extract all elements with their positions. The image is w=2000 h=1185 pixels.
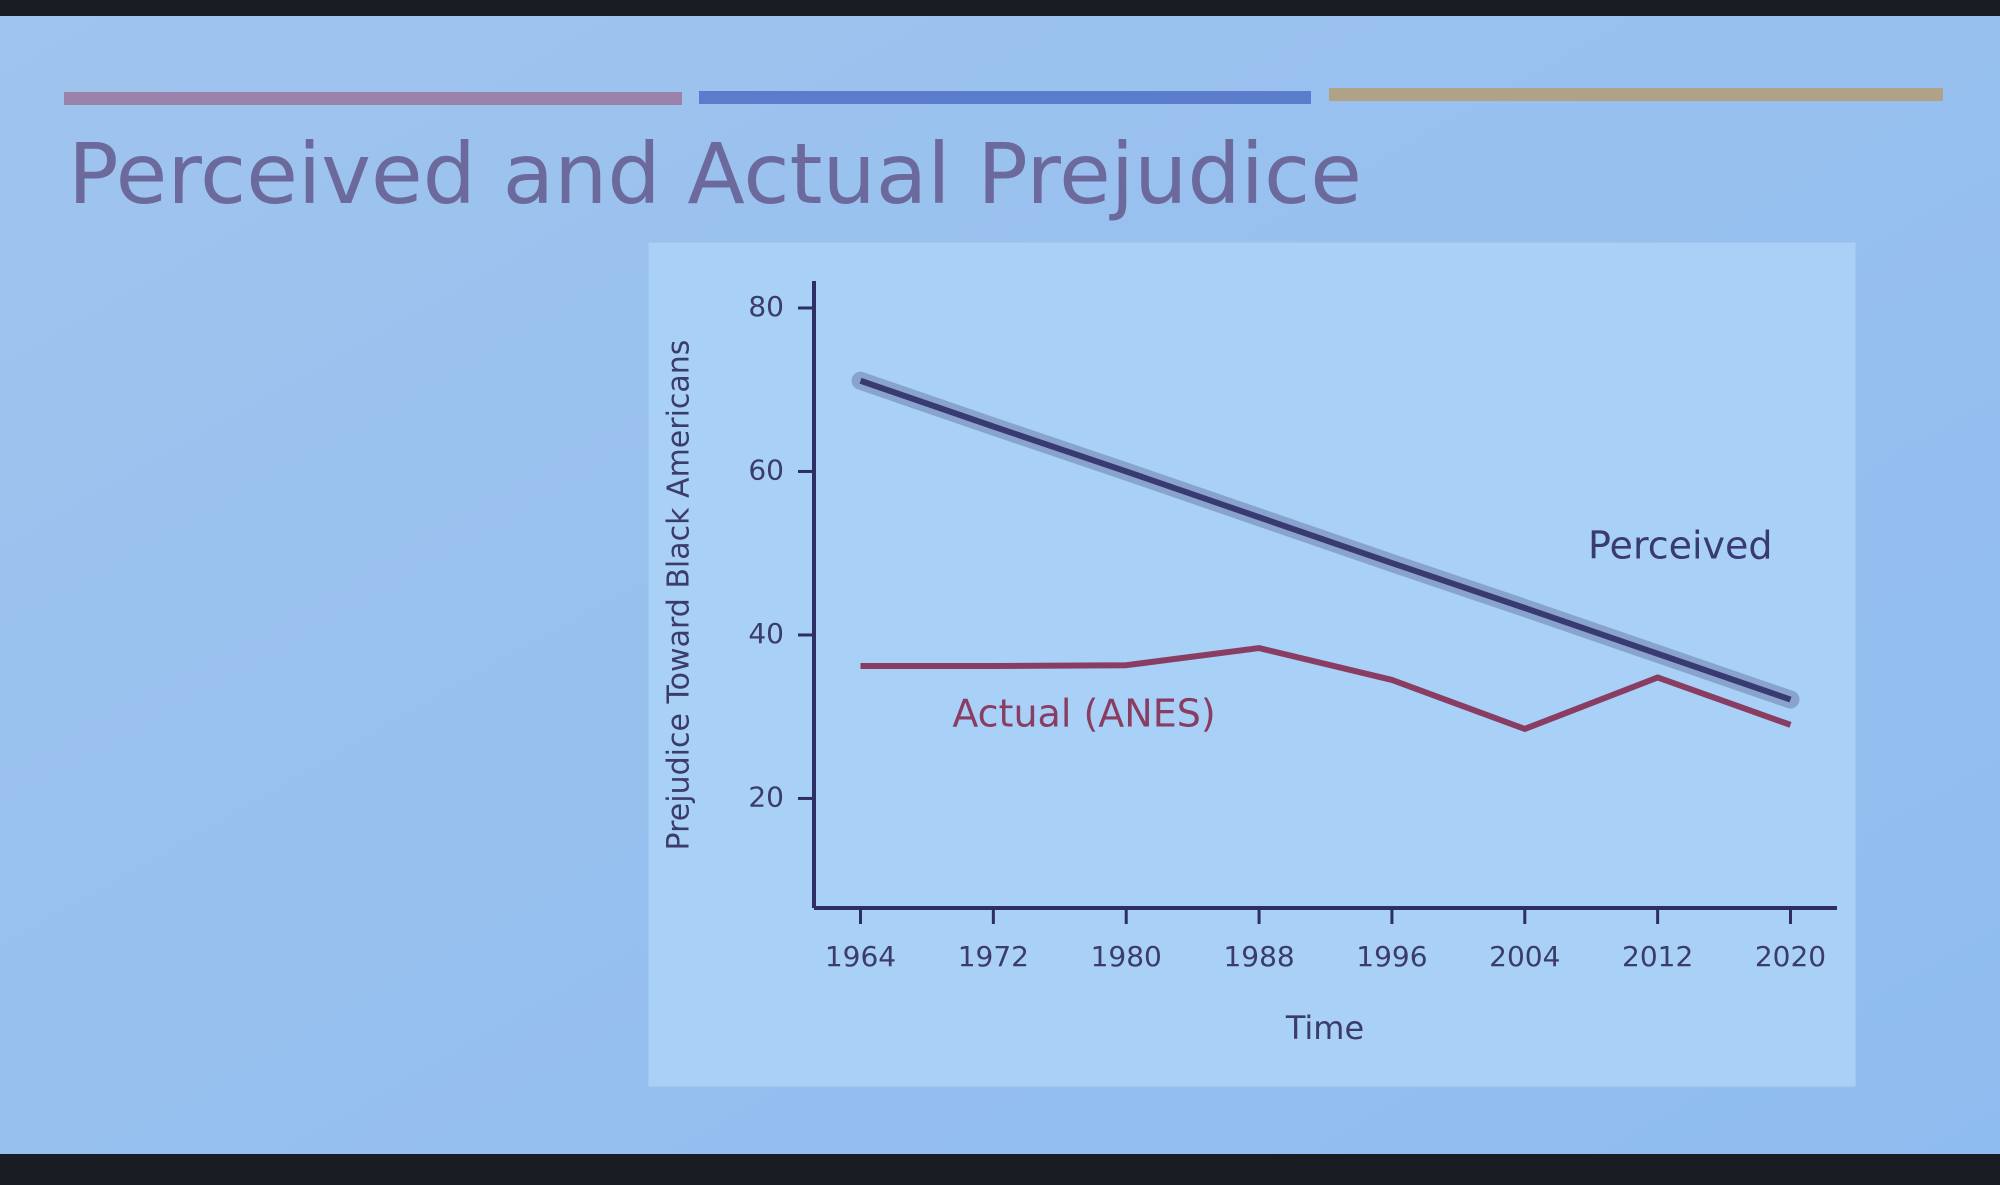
y-tick-label: 20	[748, 780, 784, 813]
x-tick-label: 1972	[958, 940, 1029, 973]
x-tick-label: 2004	[1489, 940, 1560, 973]
y-tick-label: 80	[748, 290, 784, 323]
accent-bar	[699, 91, 1311, 104]
x-tick-label: 2020	[1755, 940, 1826, 973]
y-tick-label: 40	[748, 617, 784, 650]
x-tick-label: 1996	[1356, 940, 1427, 973]
accent-bar	[1329, 88, 1943, 101]
series-line	[859, 377, 1792, 703]
series-label: Actual (ANES)	[952, 692, 1215, 736]
x-tick-label: 1980	[1091, 940, 1162, 973]
series-label: Perceived	[1588, 524, 1773, 568]
x-tick-label: 1964	[825, 940, 896, 973]
x-tick-label: 2012	[1622, 940, 1693, 973]
series-line	[860, 645, 1792, 732]
x-tick-label: 1988	[1223, 940, 1294, 973]
chart-panel	[647, 241, 1857, 1088]
slide-title: Perceived and Actual Prejudice	[68, 125, 1362, 223]
y-axis-label: Prejudice Toward Black Americans	[662, 340, 697, 851]
y-tick-label: 60	[748, 453, 784, 486]
accent-bar	[64, 92, 682, 105]
x-axis-label: Time	[1285, 1009, 1364, 1047]
